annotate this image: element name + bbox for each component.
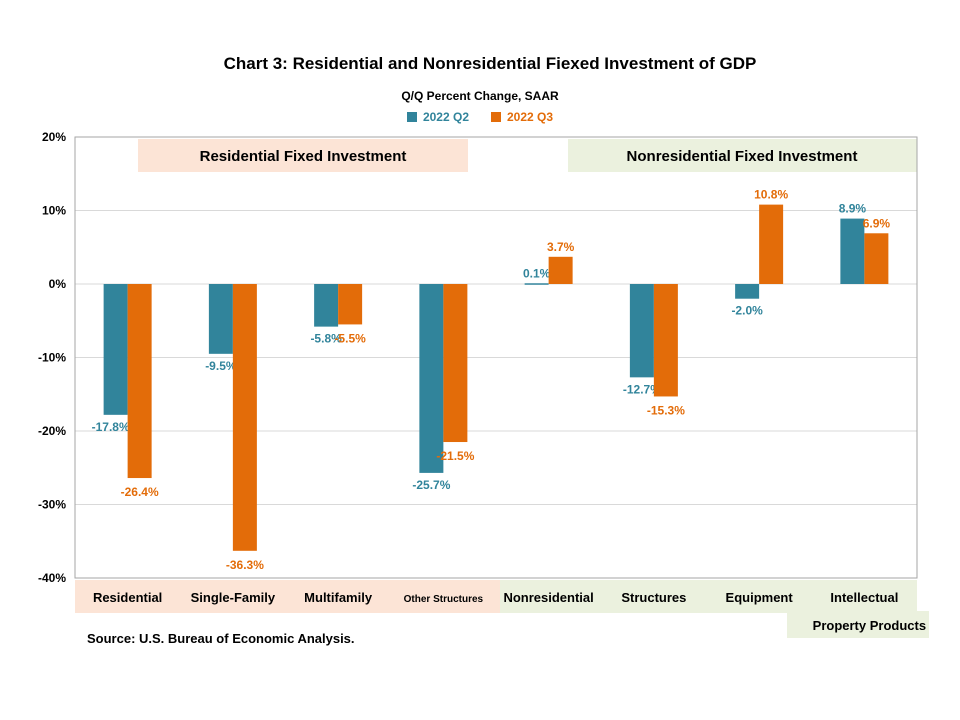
y-tick-label: 10% <box>42 204 66 218</box>
x-category-label: Residential <box>93 590 162 605</box>
data-label-q2: 8.9% <box>839 202 867 216</box>
bar-q2 <box>103 284 128 415</box>
legend-item-q2: 2022 Q2 <box>406 110 469 124</box>
data-label-q3: -26.4% <box>121 485 159 499</box>
nonresidential-band <box>568 139 917 172</box>
data-label-q3: 6.9% <box>863 216 891 230</box>
bar-q2 <box>735 284 760 299</box>
y-tick-label: 0% <box>49 277 67 291</box>
x-category-label: Structures <box>621 590 686 605</box>
nonresidential-axis-band <box>500 580 917 613</box>
nonresidential-group-label: Nonresidential Fixed Investment <box>627 148 858 165</box>
x-category-label: Nonresidential <box>503 590 593 605</box>
residential-band <box>138 139 468 172</box>
legend-label-q3: 2022 Q3 <box>507 110 554 124</box>
bar-q2 <box>208 284 233 354</box>
bar-q3 <box>338 284 363 325</box>
bar-q2 <box>840 218 865 284</box>
legend-label-q2: 2022 Q2 <box>422 110 469 124</box>
bar-q2 <box>419 284 444 473</box>
ipp-label-band <box>787 611 929 638</box>
data-label-q3: 10.8% <box>754 188 788 202</box>
y-tick-label: -30% <box>38 498 66 512</box>
source-note: Source: U.S. Bureau of Economic Analysis… <box>87 631 355 646</box>
bar-q3 <box>548 256 573 284</box>
legend: 2022 Q2 2022 Q3 <box>0 110 960 124</box>
data-label-q2: -5.8% <box>310 332 342 346</box>
data-label-q3: 3.7% <box>547 240 575 254</box>
data-label-q3: -21.5% <box>436 449 474 463</box>
x-category-label: Single-Family <box>191 590 276 605</box>
data-label-q2: -12.7% <box>623 382 661 396</box>
legend-swatch-q2 <box>406 112 417 122</box>
legend-swatch-q3 <box>491 112 501 122</box>
bar-q3 <box>864 233 889 284</box>
y-tick-label: -20% <box>38 424 66 438</box>
legend-item-q3: 2022 Q3 <box>491 110 553 124</box>
y-tick-label: 20% <box>42 130 66 144</box>
data-label-q2: -9.5% <box>205 359 237 373</box>
data-label-q2: 0.1% <box>523 266 551 280</box>
data-label-q3: -5.5% <box>334 331 366 345</box>
data-label-q2: -17.8% <box>92 420 130 434</box>
bar-q2 <box>629 284 654 378</box>
data-label-q3: -36.3% <box>226 558 264 572</box>
residential-axis-band <box>75 580 500 613</box>
bar-q3 <box>653 284 678 397</box>
bar-q3 <box>443 284 468 443</box>
bar-q3 <box>127 284 152 479</box>
chart-title: Chart 3: Residential and Nonresidential … <box>223 54 757 73</box>
bar-q2 <box>314 284 339 327</box>
x-category-label: Multifamily <box>304 590 373 605</box>
y-tick-label: -10% <box>38 351 66 365</box>
x-category-label: Property Products <box>813 618 926 633</box>
data-label-q2: -25.7% <box>412 478 450 492</box>
y-tick-label: -40% <box>38 571 66 585</box>
bar-q3 <box>232 284 257 551</box>
x-category-label: Other Structures <box>404 594 484 605</box>
bar-q3 <box>759 204 784 284</box>
bar-q2 <box>524 283 549 285</box>
x-category-label: Intellectual <box>830 590 898 605</box>
plot-border <box>74 136 918 579</box>
chart-subtitle: Q/Q Percent Change, SAAR <box>401 89 559 103</box>
data-label-q3: -15.3% <box>647 403 685 417</box>
data-label-q2: -2.0% <box>731 304 763 318</box>
x-category-label: Equipment <box>726 590 794 605</box>
residential-group-label: Residential Fixed Investment <box>200 148 407 165</box>
